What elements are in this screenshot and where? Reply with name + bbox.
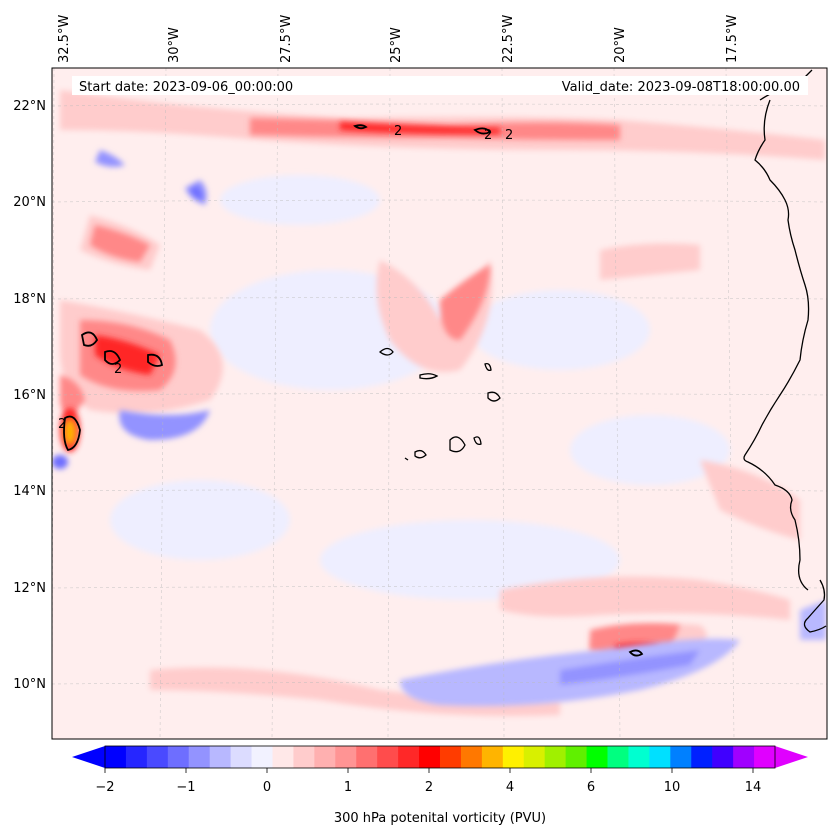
colorbar-cell (649, 746, 671, 768)
lon-label: 30°W (167, 27, 182, 63)
contour-labels: 2 2 2 2 2 (58, 124, 513, 432)
colorbar-cell (398, 746, 420, 768)
lon-label: 17.5°W (725, 15, 740, 63)
colorbar-cell (167, 746, 190, 768)
lon-label: 32.5°W (57, 15, 72, 63)
lat-label: 18°N (13, 292, 46, 307)
colorbar-cell (733, 746, 755, 768)
latitude-labels: 22°N 20°N 18°N 16°N 14°N 12°N 10°N (13, 99, 46, 692)
colorbar-cell (628, 746, 650, 768)
colorbar-cell (460, 746, 483, 768)
cape-verde-islands (378, 347, 501, 461)
colorbar-cell (356, 746, 378, 768)
contour-label: 2 (114, 362, 122, 377)
lat-label: 10°N (13, 677, 46, 692)
colorbar-cell (419, 746, 441, 768)
negative-pv-field (52, 150, 826, 706)
colorbar-tick-label: −1 (176, 780, 195, 795)
colorbar-cell (377, 746, 399, 768)
colorbar-tick-label: 4 (506, 780, 514, 795)
colorbar-cell (586, 746, 608, 768)
colorbar-cell (481, 746, 504, 768)
colorbar-cell (544, 746, 567, 768)
contour-label: 2 (505, 128, 513, 143)
valid-date-label: Valid_date: 2023-09-08T18:00:00.00 (562, 80, 800, 95)
longitude-labels: 32.5°W 30°W 27.5°W 25°W 22.5°W 20°W 17.5… (57, 15, 740, 63)
colorbar-cell (209, 746, 232, 768)
colorbar-cell (251, 746, 273, 768)
colorbar-tick-label: 10 (664, 780, 681, 795)
colorbar-cell (523, 746, 546, 768)
colorbar-label: 300 hPa potenital vorticity (PVU) (334, 811, 546, 826)
lon-label: 25°W (389, 27, 404, 63)
contour-label: 2 (484, 128, 492, 143)
colorbar-cell (125, 746, 148, 768)
colorbar-ticks: −2 −1 0 1 2 4 6 10 14 (95, 768, 761, 795)
lon-label: 22.5°W (501, 15, 516, 63)
lat-label: 20°N (13, 195, 46, 210)
colorbar-tick-label: −2 (95, 780, 114, 795)
colorbar-cell (146, 746, 169, 768)
contour-label: 2 (394, 124, 402, 139)
colorbar-cell (335, 746, 357, 768)
colorbar-tick-label: 1 (344, 780, 352, 795)
lat-label: 12°N (13, 581, 46, 596)
lat-label: 16°N (13, 388, 46, 403)
colorbar-tick-label: 2 (425, 780, 433, 795)
colorbar-cell (230, 746, 253, 768)
colorbar-cells (105, 746, 776, 768)
colorbar-cell (691, 746, 713, 768)
colorbar-cell (314, 746, 336, 768)
lon-label: 27.5°W (279, 15, 294, 63)
colorbar: −2 −1 0 1 2 4 6 10 14 300 hPa potenital vorticit… (72, 745, 808, 826)
header-bar (72, 76, 808, 95)
colorbar-cell (754, 746, 776, 768)
weak-pv-field (110, 175, 730, 600)
contour-label: 2 (58, 417, 66, 432)
colorbar-cell (272, 746, 294, 768)
lat-label: 14°N (13, 484, 46, 499)
map-border (51, 67, 828, 740)
colorbar-tick-label: 6 (587, 780, 595, 795)
colorbar-cell (712, 746, 734, 768)
colorbar-cell (105, 746, 127, 768)
map-panel: 2 2 2 2 2 (52, 68, 827, 739)
graticule (52, 68, 827, 739)
colorbar-cell (293, 746, 315, 768)
start-date-label: Start date: 2023-09-06_00:00:00 (79, 80, 293, 95)
colorbar-cell (440, 746, 462, 768)
colorbar-min-extension (72, 746, 105, 768)
colorbar-cell (670, 746, 692, 768)
colorbar-tick-label: 0 (263, 780, 271, 795)
pv-2-contours (63, 124, 644, 657)
colorbar-cell (607, 746, 629, 768)
colorbar-outline (104, 745, 776, 769)
colorbar-cell (565, 746, 588, 768)
colorbar-tick-label: 14 (745, 780, 762, 795)
lat-label: 22°N (13, 99, 46, 114)
colorbar-cell (188, 746, 211, 768)
colorbar-max-extension (775, 746, 808, 768)
lon-label: 20°W (613, 27, 628, 63)
colorbar-cell (502, 746, 525, 768)
